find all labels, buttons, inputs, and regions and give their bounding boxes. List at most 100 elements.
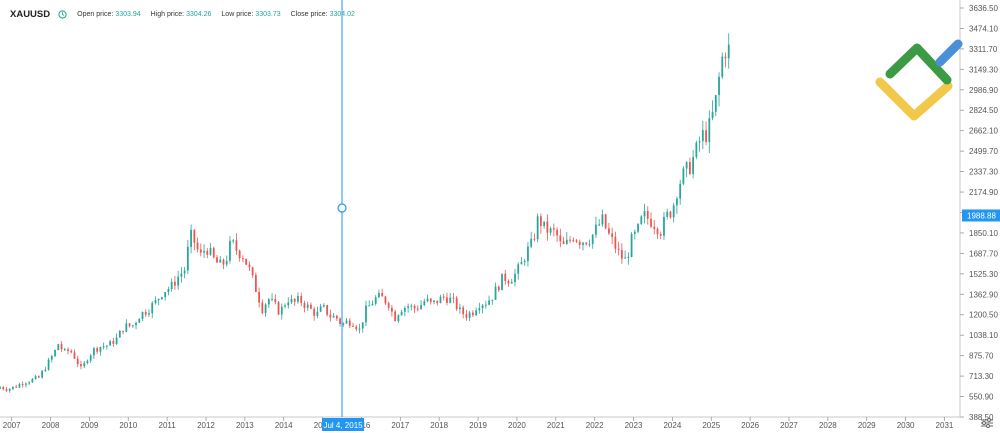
- candle: [8, 388, 11, 393]
- candle: [277, 300, 280, 316]
- candle: [193, 229, 196, 251]
- candle: [102, 342, 105, 350]
- candle: [216, 254, 218, 263]
- x-tick-label: 2007: [3, 421, 21, 430]
- candle: [31, 378, 34, 383]
- y-tick-label: 3636.50: [969, 4, 998, 13]
- candle: [676, 196, 678, 214]
- candle: [180, 266, 183, 283]
- candle: [394, 309, 397, 322]
- candle: [209, 242, 212, 256]
- candle: [378, 289, 380, 299]
- candle: [242, 255, 244, 263]
- candle: [552, 223, 555, 237]
- candle: [203, 244, 205, 258]
- candle: [682, 166, 685, 186]
- candle: [517, 262, 520, 280]
- candle: [44, 366, 47, 372]
- clock-icon[interactable]: [58, 9, 67, 19]
- high-price: High price: 3304.26: [150, 10, 212, 18]
- candle: [326, 304, 329, 317]
- candles-layer: [0, 33, 730, 393]
- y-tick-label: 1362.90: [969, 290, 998, 299]
- candle: [429, 298, 432, 305]
- chart-settings-icon[interactable]: [980, 417, 994, 429]
- candle: [507, 279, 510, 287]
- candle: [705, 121, 707, 146]
- candle: [611, 227, 614, 245]
- candle: [488, 295, 490, 306]
- candle: [633, 229, 636, 240]
- candle: [711, 100, 714, 121]
- candle: [225, 255, 228, 267]
- candle: [721, 52, 724, 79]
- candle: [478, 302, 481, 314]
- candle: [21, 381, 24, 388]
- y-tick-label: 2824.50: [969, 106, 998, 115]
- x-tick-label: 2018: [430, 421, 448, 430]
- candle: [643, 203, 646, 224]
- y-tick-label: 1038.10: [969, 331, 998, 340]
- y-tick-label: 2662.10: [969, 127, 998, 136]
- y-tick-label: 875.70: [969, 352, 994, 361]
- candle: [355, 325, 358, 332]
- candle: [177, 270, 180, 290]
- candle: [232, 238, 235, 244]
- candle: [287, 297, 290, 309]
- candle: [685, 161, 688, 178]
- candle: [714, 94, 717, 117]
- x-tick-label: 2008: [42, 421, 60, 430]
- candle: [695, 140, 698, 160]
- candle: [459, 303, 461, 314]
- x-tick-label: 2022: [586, 421, 604, 430]
- candle: [222, 258, 225, 270]
- candle: [290, 294, 293, 304]
- candle: [322, 303, 325, 308]
- candle: [426, 294, 429, 303]
- candle: [569, 236, 571, 244]
- crosshair-price-label: 1988.88: [962, 209, 1000, 222]
- x-tick-label: 2009: [80, 421, 98, 430]
- candle: [280, 303, 283, 320]
- candle: [151, 301, 154, 319]
- candle: [666, 208, 669, 220]
- candle: [679, 179, 682, 205]
- candle: [358, 323, 361, 334]
- candle: [348, 318, 351, 329]
- candle: [672, 202, 675, 223]
- y-tick-label: 3311.70: [969, 45, 998, 54]
- candle: [374, 295, 377, 306]
- candle: [582, 241, 584, 251]
- low-price: Low price: 3303.73: [221, 10, 281, 18]
- candle: [60, 341, 63, 352]
- candle: [41, 369, 43, 379]
- crosshair-handle[interactable]: [337, 203, 347, 213]
- candle: [76, 355, 79, 368]
- candle: [5, 386, 8, 393]
- y-tick-label: 2986.90: [969, 86, 998, 95]
- candle: [381, 288, 384, 297]
- candle: [420, 300, 422, 310]
- candle: [63, 347, 66, 352]
- litefinance-logo: [875, 39, 963, 121]
- candle: [588, 239, 591, 247]
- crosshair: Jul 4, 2015 1988.88: [322, 0, 1000, 431]
- candle: [284, 303, 286, 309]
- candle: [122, 330, 124, 335]
- candle: [251, 266, 254, 278]
- symbol-name: XAUUSD: [10, 8, 51, 20]
- x-tick-label: 2026: [741, 421, 759, 430]
- candle: [335, 314, 338, 321]
- x-tick-label: 2027: [780, 421, 798, 430]
- candle: [397, 314, 400, 323]
- candle: [656, 227, 659, 240]
- candle: [620, 243, 623, 264]
- x-tick-label: 2025: [702, 421, 720, 430]
- y-tick-label: 2174.90: [969, 188, 998, 197]
- candle: [25, 382, 27, 388]
- candle: [718, 72, 720, 107]
- candle: [67, 347, 69, 355]
- candle: [47, 357, 50, 371]
- candle: [501, 273, 503, 291]
